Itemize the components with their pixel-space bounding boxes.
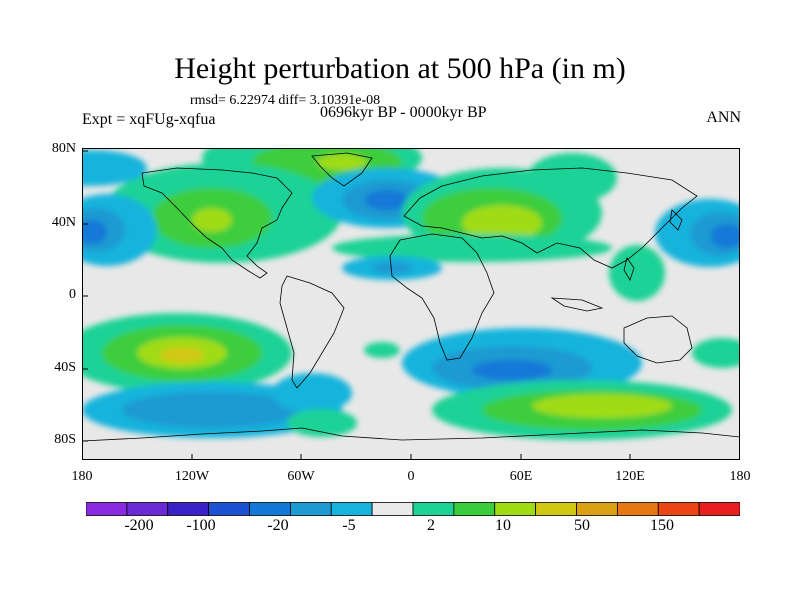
colorbar-box <box>576 502 618 516</box>
lon-label: 180 <box>71 469 93 484</box>
colorbar-box <box>86 502 128 516</box>
contour-map <box>82 148 740 460</box>
colorbar-label: -20 <box>267 517 289 534</box>
lon-label: 180 <box>729 469 751 484</box>
colorbar-box <box>330 502 373 516</box>
contour-fill <box>82 148 740 440</box>
lon-label: 120E <box>615 469 645 484</box>
season-label: ANN <box>706 109 741 126</box>
colorbar-box <box>412 502 455 516</box>
colorbar-box <box>289 502 332 516</box>
lat-label: 40N <box>51 215 76 230</box>
colorbar-box <box>208 502 250 516</box>
colorbar-label: 10 <box>495 517 511 534</box>
experiment-label: Expt = xqFUg-xqfua <box>82 111 216 128</box>
period-label: 0696kyr BP - 0000kyr BP <box>320 104 487 121</box>
colorbar-box <box>616 502 659 516</box>
colorbar-box <box>698 502 740 516</box>
colorbar-box <box>371 502 414 516</box>
lat-label: 0 <box>69 287 76 302</box>
colorbar-label: 150 <box>650 517 674 534</box>
colorbar-box <box>249 502 291 516</box>
colorbar-box <box>494 502 537 516</box>
lon-label: 120W <box>174 469 210 484</box>
lon-label: 60W <box>287 469 315 484</box>
colorbar-label: -200 <box>124 517 154 534</box>
lat-label: 40S <box>54 360 76 375</box>
colorbar <box>86 502 740 516</box>
coastlines <box>82 152 740 442</box>
colorbar-label: 2 <box>427 517 435 534</box>
colorbar-box <box>453 502 496 516</box>
map-title: Height perturbation at 500 hPa (in m) <box>174 52 626 85</box>
stats-text: rmsd= 6.22974 diff= 3.10391e-08 <box>190 93 381 108</box>
colorbar-label: -5 <box>342 517 356 534</box>
lon-label: 60E <box>509 469 533 484</box>
colorbar-boxes <box>86 502 740 516</box>
colorbar-label: -100 <box>186 517 216 534</box>
tick-marks <box>82 150 631 460</box>
lon-label: 0 <box>407 469 415 484</box>
colorbar-box <box>657 502 700 516</box>
colorbar-box <box>167 502 210 516</box>
colorbar-box <box>535 502 577 516</box>
lat-label: 80S <box>54 432 76 447</box>
lat-label: 80N <box>51 141 76 156</box>
colorbar-label: 50 <box>574 517 590 534</box>
colorbar-box <box>126 502 169 516</box>
